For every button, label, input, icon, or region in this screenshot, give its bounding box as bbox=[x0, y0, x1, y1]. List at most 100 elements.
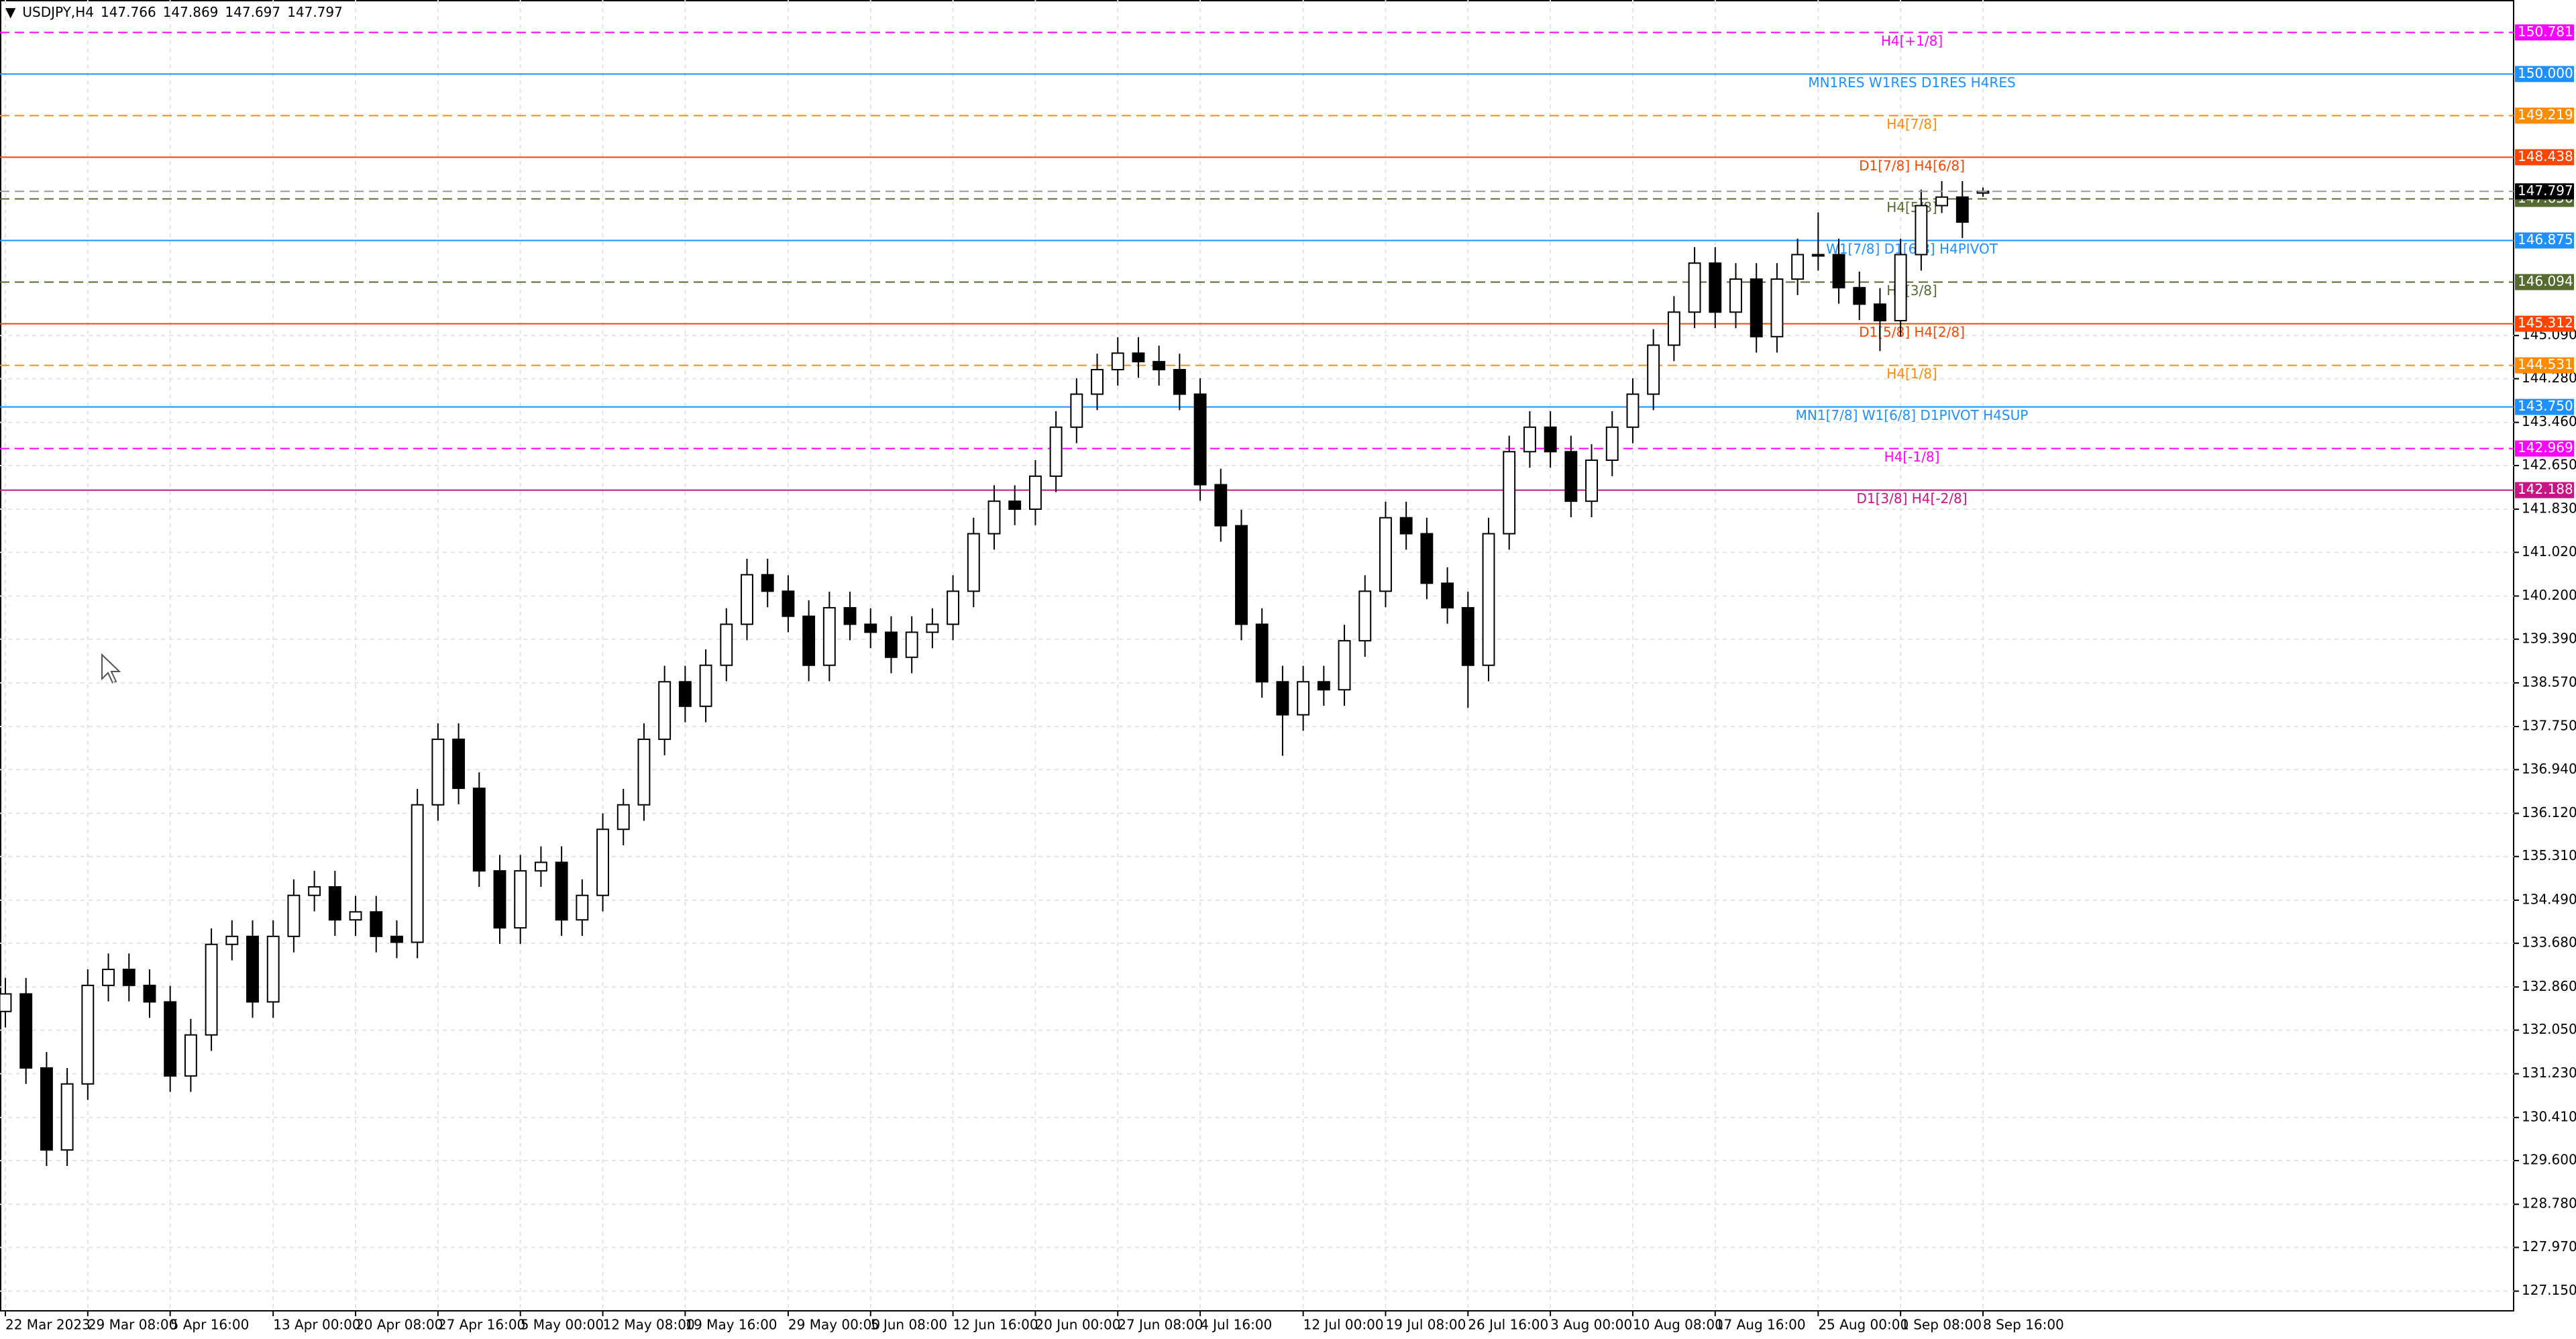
candle-body bbox=[741, 574, 753, 625]
y-tick-label: 138.570 bbox=[2522, 674, 2576, 690]
candle-body bbox=[1091, 369, 1104, 395]
candle-body bbox=[987, 500, 1001, 535]
x-tick-label: 1 Sep 08:00 bbox=[1900, 1317, 1982, 1333]
candle-body bbox=[1709, 262, 1722, 313]
price-box-label: 150.781 bbox=[2518, 23, 2573, 40]
candle-body bbox=[1193, 393, 1207, 486]
level-label: MN1[7/8] W1[6/8] D1PIVOT H4SUP bbox=[1796, 407, 2029, 423]
last-price-box bbox=[2515, 183, 2574, 200]
candle-body bbox=[60, 1083, 74, 1151]
candle-body bbox=[1667, 311, 1680, 346]
candle-body bbox=[1399, 517, 1413, 535]
y-tick-label: 142.650 bbox=[2522, 456, 2576, 472]
y-tick-label: 133.680 bbox=[2522, 934, 2576, 951]
candle-body bbox=[1235, 525, 1248, 625]
y-tick-label: 137.750 bbox=[2522, 717, 2576, 733]
candle-body bbox=[452, 739, 466, 790]
x-tick-label: 25 Aug 00:00 bbox=[1818, 1317, 1909, 1333]
y-tick-label: 136.120 bbox=[2522, 804, 2576, 820]
x-tick-label: 17 Aug 16:00 bbox=[1715, 1317, 1806, 1333]
candle-body bbox=[782, 590, 795, 617]
candle-body bbox=[266, 935, 280, 1003]
candle-body bbox=[102, 969, 115, 986]
candle-body bbox=[287, 894, 301, 937]
candle-body bbox=[1647, 344, 1660, 395]
candle-body bbox=[1853, 286, 1866, 305]
x-tick-label: 12 Jun 16:00 bbox=[953, 1317, 1038, 1333]
x-tick-label: 29 May 00:00 bbox=[788, 1317, 880, 1333]
candle-body bbox=[308, 886, 321, 896]
chart-header: ▼ USDJPY,H4 147.766 147.869 147.697 147.797 bbox=[5, 4, 350, 20]
candle-body bbox=[0, 993, 12, 1012]
candle-body bbox=[1255, 623, 1269, 683]
y-tick-label: 134.490 bbox=[2522, 891, 2576, 907]
candle-body bbox=[1605, 426, 1619, 462]
level-label: H4[-1/8] bbox=[1884, 449, 1940, 465]
dropdown-arrow[interactable]: ▼ bbox=[5, 4, 16, 20]
x-tick-label: 20 Jun 00:00 bbox=[1035, 1317, 1120, 1333]
candle-body bbox=[1564, 451, 1578, 502]
x-tick-label: 5 Jun 08:00 bbox=[871, 1317, 947, 1333]
x-tick-label: 5 May 00:00 bbox=[521, 1317, 604, 1333]
y-tick-label: 143.460 bbox=[2522, 413, 2576, 429]
y-tick-label: 141.020 bbox=[2522, 543, 2576, 559]
candle-body bbox=[1297, 681, 1310, 716]
candle-body bbox=[493, 870, 506, 929]
y-tick-label: 127.970 bbox=[2522, 1238, 2576, 1254]
candle-body bbox=[472, 788, 486, 872]
price-box bbox=[2515, 66, 2574, 83]
candle-body bbox=[411, 804, 424, 943]
x-tick-label: 13 Apr 00:00 bbox=[273, 1317, 360, 1333]
candle-body bbox=[1420, 533, 1434, 584]
candle-body bbox=[699, 664, 712, 707]
candle-body bbox=[1152, 361, 1166, 371]
x-tick-label: 8 Sep 16:00 bbox=[1983, 1317, 2064, 1333]
x-tick-label: 5 Apr 16:00 bbox=[170, 1317, 250, 1333]
candle-body bbox=[205, 943, 218, 1036]
last-close: 147.797 bbox=[287, 4, 343, 20]
price-box bbox=[2515, 232, 2574, 249]
candle-body bbox=[905, 631, 918, 658]
candle-body bbox=[1811, 254, 1825, 257]
candle-body bbox=[1276, 681, 1289, 716]
candle-body bbox=[1379, 517, 1392, 592]
candle-body bbox=[926, 623, 939, 633]
symbol: USDJPY,H4 bbox=[22, 4, 94, 20]
candle-body bbox=[225, 935, 239, 945]
candle-body bbox=[947, 590, 960, 625]
candle-body bbox=[802, 615, 816, 666]
y-tick-label: 136.940 bbox=[2522, 761, 2576, 777]
price-box bbox=[2515, 440, 2574, 457]
last-low: 147.697 bbox=[225, 4, 281, 20]
level-label: D1[3/8] H4[-2/8] bbox=[1856, 490, 1967, 506]
y-tick-label: 128.780 bbox=[2522, 1195, 2576, 1212]
candle-body bbox=[678, 681, 692, 707]
price-box-label: 150.000 bbox=[2518, 65, 2573, 81]
candle-body bbox=[1338, 640, 1351, 691]
candle-body bbox=[1482, 533, 1495, 666]
candle-body bbox=[637, 739, 651, 806]
price-box-label: 142.969 bbox=[2518, 439, 2573, 456]
price-box-label: 144.531 bbox=[2518, 356, 2573, 372]
candle-body bbox=[1729, 278, 1742, 313]
candle-body bbox=[122, 969, 136, 986]
candle-body bbox=[514, 870, 527, 929]
candle-body bbox=[1111, 352, 1124, 371]
candle-body bbox=[1770, 278, 1784, 337]
x-tick-label: 12 Jul 00:00 bbox=[1303, 1317, 1384, 1333]
candle-body bbox=[328, 886, 341, 921]
price-box-label: 149.219 bbox=[2518, 107, 2573, 123]
candle-body bbox=[1688, 262, 1701, 313]
candle-body bbox=[843, 606, 857, 625]
candle-body bbox=[1441, 582, 1454, 608]
level-label: H4[5/8] bbox=[1886, 199, 1937, 215]
y-tick-label: 132.860 bbox=[2522, 978, 2576, 994]
price-box bbox=[2515, 149, 2574, 166]
candle-body bbox=[1049, 426, 1063, 477]
candle-body bbox=[822, 606, 836, 666]
y-tick-label: 129.600 bbox=[2522, 1152, 2576, 1168]
price-box bbox=[2515, 24, 2574, 41]
x-tick-label: 3 Aug 00:00 bbox=[1550, 1317, 1632, 1333]
candle-body bbox=[576, 894, 589, 921]
candle-body bbox=[1874, 303, 1886, 321]
